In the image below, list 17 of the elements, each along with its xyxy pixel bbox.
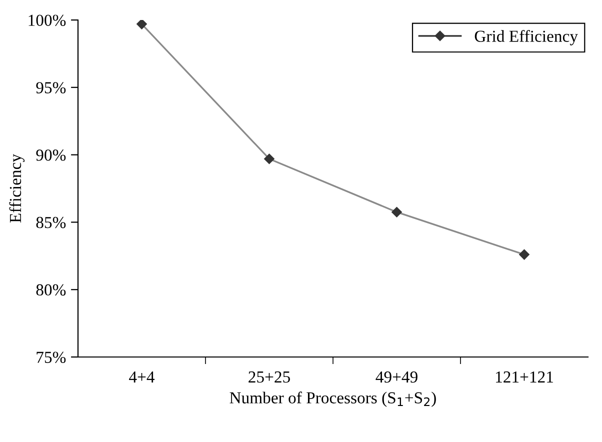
y-axis-title: Efficiency — [9, 154, 25, 223]
x-tick-label: 4+4 — [129, 371, 155, 382]
x-tick-label: 121+121 — [496, 371, 553, 382]
point — [264, 154, 274, 164]
point — [136, 20, 147, 30]
x-axis-title: Number of Processors (S$_{1}$+S$_{2}$) — [230, 392, 436, 407]
y-tick-label: 75% — [36, 352, 66, 363]
legend-label: Grid Efficiency — [474, 30, 578, 46]
y-tick-label: 80% — [36, 284, 66, 296]
y-tick-label: 95% — [36, 82, 66, 94]
x-tick-label: 25+25 — [248, 371, 290, 383]
y-tick-label: 85% — [36, 216, 66, 228]
point — [519, 249, 530, 260]
y-tick-label: 90% — [36, 150, 66, 161]
y-tick-label: 100% — [28, 14, 66, 26]
point — [392, 206, 402, 218]
x-tick-label: 49+49 — [376, 371, 418, 383]
